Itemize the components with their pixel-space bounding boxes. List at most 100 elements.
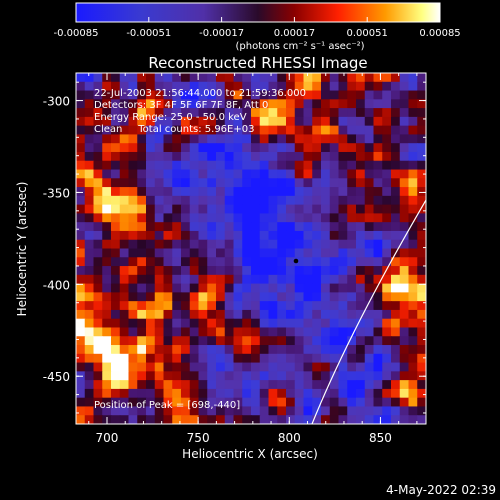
heatmap-cell xyxy=(347,309,357,320)
heatmap-cell xyxy=(373,371,383,381)
heatmap-cell xyxy=(303,362,313,372)
heatmap-cell xyxy=(303,371,313,381)
heatmap-cell xyxy=(154,345,165,355)
heatmap-cell xyxy=(119,222,130,232)
heatmap-cell xyxy=(93,90,103,100)
heatmap-cell xyxy=(391,195,401,206)
heatmap-cell xyxy=(137,108,147,118)
heatmap-cell xyxy=(329,309,340,320)
heatmap-cell xyxy=(303,353,313,364)
heatmap-cell xyxy=(76,362,86,372)
heatmap-cell xyxy=(356,160,366,171)
heatmap-cell xyxy=(277,99,287,109)
heatmap-cell xyxy=(216,239,226,250)
heatmap-cell xyxy=(294,222,305,232)
heatmap-cell xyxy=(417,309,426,320)
heatmap-cell xyxy=(347,318,357,329)
heatmap-cell xyxy=(251,397,261,408)
heatmap-cell xyxy=(329,230,340,241)
heatmap-cell xyxy=(408,239,418,250)
heatmap-cell xyxy=(312,239,322,250)
heatmap-cell xyxy=(233,327,243,337)
heatmap-cell xyxy=(356,195,366,206)
heatmap-cell xyxy=(84,336,95,346)
heatmap-cell xyxy=(382,125,392,136)
heatmap-cell xyxy=(216,143,226,153)
heatmap-cell xyxy=(338,230,348,241)
heatmap-cell xyxy=(399,318,410,329)
heatmap-cell xyxy=(207,362,217,372)
y-tick-label: -450 xyxy=(43,370,70,384)
heatmap-cell xyxy=(163,239,173,250)
heatmap-cell xyxy=(356,248,366,258)
heatmap-cell xyxy=(181,380,191,390)
heatmap-cell xyxy=(216,108,226,118)
heatmap-cell xyxy=(119,318,130,329)
heatmap-cell xyxy=(417,239,426,250)
heatmap-cell xyxy=(128,406,138,416)
heatmap-cell xyxy=(356,397,366,408)
heatmap-cell xyxy=(102,178,112,188)
heatmap-cell xyxy=(242,108,252,118)
heatmap-cell xyxy=(76,99,86,109)
heatmap-cell xyxy=(242,178,252,188)
heatmap-cell xyxy=(242,151,252,162)
heatmap-cell xyxy=(207,125,217,136)
heatmap-cell xyxy=(321,90,331,100)
heatmap-cell xyxy=(321,353,331,364)
heatmap-cell xyxy=(347,222,357,232)
heatmap-cell xyxy=(224,125,235,136)
heatmap-cell xyxy=(277,380,287,390)
heatmap-cell xyxy=(408,362,418,372)
heatmap-cell xyxy=(286,380,296,390)
heatmap-cell xyxy=(399,73,410,83)
heatmap-cell xyxy=(233,371,243,381)
heatmap-cell xyxy=(277,204,287,215)
heatmap-cell xyxy=(154,151,165,162)
heatmap-cell xyxy=(154,353,165,364)
heatmap-cell xyxy=(84,309,95,320)
heatmap-cell xyxy=(391,169,401,179)
heatmap-cell xyxy=(242,336,252,346)
heatmap-cell xyxy=(312,327,322,337)
heatmap-cell xyxy=(172,336,182,346)
heatmap-cell xyxy=(391,160,401,171)
heatmap-cell xyxy=(102,283,112,293)
heatmap-cell xyxy=(172,99,182,109)
heatmap-cell xyxy=(329,362,340,372)
heatmap-cell xyxy=(312,309,322,320)
heatmap-cell xyxy=(391,230,401,241)
heatmap-cell xyxy=(399,187,410,197)
heatmap-cell xyxy=(286,239,296,250)
heatmap-cell xyxy=(93,116,103,127)
heatmap-cell xyxy=(356,406,366,416)
heatmap-cell xyxy=(294,318,305,329)
heatmap-cell xyxy=(286,406,296,416)
heatmap-cell xyxy=(391,108,401,118)
heatmap-cell xyxy=(417,248,426,258)
heatmap-cell xyxy=(286,292,296,302)
heatmap-cell xyxy=(224,81,235,92)
heatmap-cell xyxy=(216,371,226,381)
heatmap-cell xyxy=(364,160,375,171)
heatmap-cell xyxy=(303,266,313,276)
heatmap-cell xyxy=(286,345,296,355)
heatmap-cell xyxy=(259,415,270,424)
heatmap-cell xyxy=(137,73,147,83)
heatmap-cell xyxy=(93,195,103,206)
heatmap-cell xyxy=(268,371,278,381)
heatmap-cell xyxy=(128,415,138,424)
heatmap-cell xyxy=(172,327,182,337)
heatmap-cell xyxy=(408,134,418,144)
heatmap-cell xyxy=(312,99,322,109)
heatmap-cell xyxy=(242,397,252,408)
heatmap-cell xyxy=(329,257,340,267)
heatmap-cell xyxy=(373,327,383,337)
heatmap-cell xyxy=(268,415,278,424)
heatmap-cell xyxy=(154,213,165,223)
heatmap-cell xyxy=(321,292,331,302)
heatmap-cell xyxy=(102,230,112,241)
heatmap-cell xyxy=(321,81,331,92)
heatmap-cell xyxy=(321,257,331,267)
heatmap-cell xyxy=(399,353,410,364)
